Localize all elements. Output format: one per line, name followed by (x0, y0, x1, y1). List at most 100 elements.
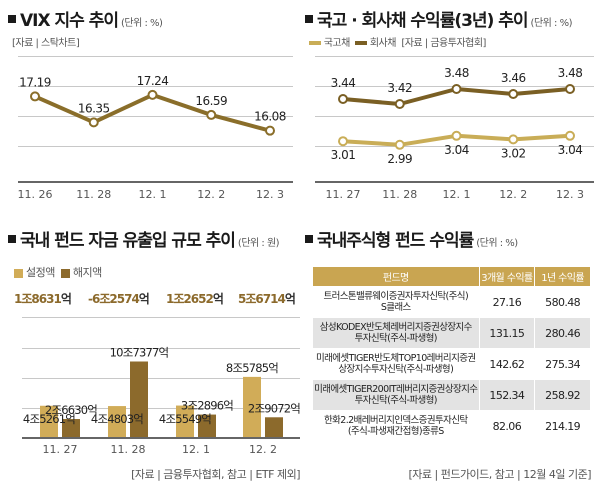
flow-title-text: 국내 펀드 자금 유출입 규모 추이 (20, 231, 236, 251)
net-flow-row: 1조8631억 -6조2574억 1조2652억 5조6714억 (14, 290, 299, 306)
fund-name-cell: 한화2.2배레버리지인덱스증권투자신탁 (주식-파생재간접형)종류S (313, 410, 480, 441)
fund-name-cell: 미래에셋TIGER반도체TOP10레버리지증권 상장지수투자신탁(주식-파생형) (313, 348, 480, 380)
return-1y-cell: 258.92 (534, 379, 590, 411)
table-row: 미래에셋TIGER반도체TOP10레버리지증권 상장지수투자신탁(주식-파생형) 1… (313, 348, 590, 380)
fund-name-line: 한화2.2배레버리지인덱스증권투자신탁 (323, 415, 468, 426)
govt-bond-point (508, 134, 519, 145)
vix-data-label: 17.19 (19, 75, 51, 89)
x-tick-label: 12. 2 (499, 188, 527, 201)
flow-source: [자료 | 금융투자협회, 참고 | ETF 제외] (131, 468, 300, 481)
govt-bond-point (338, 136, 348, 147)
fund-name-line: 미래에셋TIGER200IT레버리지증권상장지수 (314, 384, 478, 395)
govt-bond-data-label: 2.99 (387, 152, 412, 166)
x-tick-label: 11. 27 (326, 188, 361, 201)
vix-panel: VIX 지수 추이 (단위 : %) [자료 | 스탁차트] 17.19 16.35… (8, 6, 293, 211)
fund-name-line: 상장지수투자신탁(주식-파생형) (338, 364, 454, 375)
govt-bond-data-label: 3.04 (444, 143, 469, 157)
bond-chart: 3.01 2.99 3.04 3.02 3.04 3.44 3.42 3.48 3.46 3.48… (315, 56, 594, 201)
table-row: 미래에셋TIGER200IT레버리지증권상장지수 투자신탁(주식-파생형) 152.… (313, 379, 590, 411)
net-flow-unit: 억 (284, 292, 296, 306)
fund-name-line: S클래스 (380, 302, 411, 313)
legend-label-govt: 국고채 (323, 38, 351, 49)
vix-point (206, 109, 217, 120)
net-flow-unit: 조 (99, 292, 110, 306)
x-tick-label: 12. 2 (197, 188, 225, 201)
fund-name-cell: 삼성KODEX반도체레버리지증권상장지수 투자신탁(주식-파생형) (313, 317, 480, 349)
flow-chart: 4조5261억 4조4803억 4조5549억 8조5785억 2조6630억 10조73… (22, 345, 300, 456)
returns-source: [자료 | 펀드가이드, 참고 | 12월 4일 기준] (408, 468, 591, 481)
inflow-data-label: 8조5785억 (226, 361, 278, 375)
fund-name-line: 투자신탁(주식-파생형) (354, 333, 438, 344)
return-1y-cell: 275.34 (534, 348, 590, 380)
outflow-bar (198, 414, 216, 438)
vix-point (147, 89, 158, 100)
net-flow-item: -6조2574억 (88, 290, 150, 307)
return-3m-cell: 152.34 (479, 379, 536, 411)
inflow-data-label: 4조4803억 (91, 412, 143, 426)
bond-unit: (단위 : %) (530, 18, 573, 29)
vix-point (88, 117, 99, 128)
vix-chart: 17.19 16.35 17.24 16.59 16.08 11. 26 11. 28 12.… (18, 56, 293, 201)
corp-bond-point (394, 99, 405, 109)
x-tick-label: 11. 26 (18, 188, 53, 201)
x-tick-label: 11. 28 (382, 188, 417, 201)
govt-bond-data-label: 3.01 (331, 148, 356, 162)
vix-data-label: 16.08 (254, 110, 286, 124)
x-tick-label: 12. 2 (249, 443, 277, 456)
vix-point (265, 125, 275, 136)
govt-bond-data-label: 3.04 (558, 143, 583, 157)
fund-name-cell: 미래에셋TIGER200IT레버리지증권상장지수 투자신탁(주식-파생형) (313, 379, 480, 411)
vix-data-label: 17.24 (137, 74, 169, 88)
x-tick-label: 12. 1 (139, 188, 167, 201)
return-3m-cell: 131.15 (479, 317, 536, 349)
title-bullet-icon (305, 15, 313, 23)
outflow-data-label: 2조6630억 (45, 403, 97, 417)
x-tick-label: 12. 1 (443, 188, 471, 201)
bond-legend: 국고채 회사채 [자료 | 금융투자협회] (309, 34, 486, 49)
col-header-1y: 1년 수익률 (534, 267, 590, 287)
returns-title-text: 국내주식형 펀드 수익률 (317, 231, 474, 251)
legend-label-corp: 회사채 (369, 38, 397, 49)
outflow-data-label: 3조2896억 (181, 399, 233, 413)
net-flow-num: 6714 (255, 292, 285, 306)
flow-panel: 국내 펀드 자금 유출입 규모 추이 (단위 : 원) 설정액 해지액 1조863… (8, 226, 300, 491)
returns-table: 펀드명 3개월 수익률 1년 수익률 트러스톤밸류웨이증권자투자신탁(주식) S클… (313, 267, 590, 441)
vix-data-label: 16.59 (195, 94, 227, 108)
x-tick-label: 11. 28 (111, 443, 146, 456)
corp-bond-data-label: 3.48 (558, 66, 583, 80)
fund-name-line: 트러스톤밸류웨이증권자투자신탁(주식) (323, 291, 469, 302)
x-tick-label: 12. 3 (556, 188, 584, 201)
net-flow-unit: 억 (60, 292, 72, 306)
returns-title: 국내주식형 펀드 수익률 (단위 : %) (305, 226, 518, 251)
title-bullet-icon (8, 235, 16, 243)
table-row: 트러스톤밸류웨이증권자투자신탁(주식) S클래스 27.16 580.48 (313, 286, 590, 318)
outflow-bar (265, 417, 283, 438)
corp-bond-data-label: 3.48 (444, 66, 469, 80)
outflow-data-label: 10조7377억 (110, 345, 169, 359)
corp-bond-data-label: 3.44 (331, 76, 356, 90)
return-3m-cell: 27.16 (479, 286, 536, 318)
legend-swatch-outflow (60, 268, 70, 278)
x-tick-label: 11. 28 (76, 188, 111, 201)
table-row: 한화2.2배레버리지인덱스증권투자신탁 (주식-파생재간접형)종류S 82.06 21… (313, 410, 590, 441)
outflow-bar (62, 419, 80, 438)
vix-title-text: VIX 지수 추이 (20, 11, 119, 31)
legend-swatch-govt (309, 41, 321, 45)
inflow-data-label: 4조5549억 (159, 412, 211, 426)
govt-bond-point (451, 130, 462, 141)
net-flow-divider (22, 317, 300, 318)
corp-bond-data-label: 3.42 (387, 81, 412, 95)
net-flow-num: 1 (14, 292, 22, 306)
net-flow-num: 2574 (109, 292, 139, 306)
govt-bond-data-label: 3.02 (501, 146, 526, 160)
vix-line (34, 92, 271, 133)
net-flow-num: 2652 (183, 292, 213, 306)
govt-bond-point (394, 139, 405, 150)
net-flow-unit: 조 (245, 292, 256, 306)
bond-panel: 국고 · 회사채 수익률(3년) 추이 (단위 : %) 국고채 회사채 [자료 … (305, 6, 597, 211)
inflow-data-label: 4조5261억 (23, 412, 75, 426)
inflow-bar (108, 406, 126, 438)
inflow-bar (40, 405, 58, 438)
legend-swatch-inflow (14, 268, 23, 278)
vix-point (30, 91, 40, 102)
